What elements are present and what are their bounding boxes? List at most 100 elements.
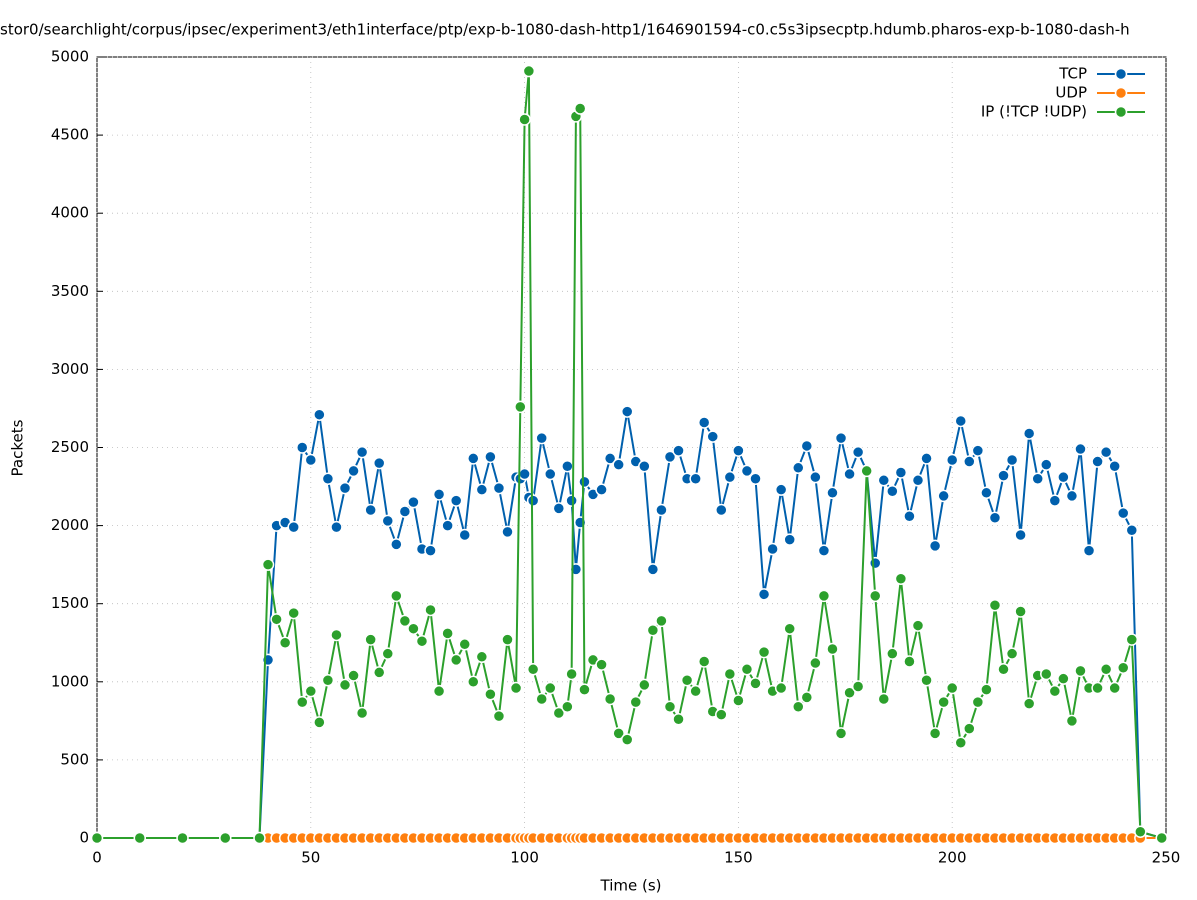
- data-point: [526, 494, 540, 507]
- data-point: [655, 614, 668, 628]
- data-point: [304, 684, 318, 698]
- data-point: [749, 472, 762, 485]
- data-point: [287, 606, 300, 620]
- x-tick-label: 200: [938, 849, 967, 867]
- data-point: [313, 716, 326, 729]
- data-point: [492, 481, 506, 495]
- data-point: [903, 655, 916, 668]
- data-point: [800, 439, 814, 453]
- legend-marker: [1114, 67, 1128, 81]
- data-point: [723, 667, 737, 681]
- data-point: [578, 475, 591, 489]
- data-point: [612, 727, 625, 740]
- data-point: [381, 514, 395, 528]
- data-point: [424, 544, 437, 557]
- data-point: [749, 677, 762, 690]
- data-point: [954, 736, 968, 749]
- data-point: [894, 466, 908, 479]
- data-point: [928, 727, 942, 740]
- data-point: [706, 430, 719, 443]
- data-point: [1040, 458, 1053, 471]
- data-point: [954, 414, 968, 428]
- x-tick-label: 50: [301, 849, 320, 867]
- data-point: [1065, 714, 1079, 728]
- data-point: [287, 520, 300, 534]
- data-point: [740, 464, 754, 478]
- data-point: [561, 459, 574, 473]
- data-point: [612, 458, 625, 471]
- data-point: [475, 650, 489, 664]
- x-tick-label: 0: [92, 849, 102, 867]
- data-point: [997, 469, 1010, 482]
- data-point: [561, 700, 574, 714]
- data-point: [467, 675, 480, 689]
- data-point: [792, 700, 805, 714]
- data-point: [757, 588, 771, 601]
- data-point: [937, 695, 950, 709]
- data-point: [390, 589, 403, 603]
- data-point: [689, 472, 702, 485]
- data-point: [578, 683, 591, 696]
- data-point: [877, 692, 891, 706]
- y-tick-label: 3000: [51, 360, 89, 378]
- data-point: [1057, 672, 1070, 685]
- data-point: [732, 694, 745, 707]
- data-point: [364, 633, 377, 646]
- data-point: [1108, 681, 1121, 695]
- data-point: [963, 455, 976, 468]
- data-point: [372, 666, 386, 679]
- data-point: [518, 113, 531, 126]
- data-point: [407, 495, 420, 509]
- data-point: [903, 509, 916, 523]
- data-point: [1099, 445, 1113, 459]
- data-point: [381, 647, 395, 660]
- data-point: [680, 673, 694, 687]
- data-point: [886, 647, 899, 660]
- data-point: [313, 408, 326, 421]
- data-point: [911, 474, 925, 487]
- data-point: [800, 691, 814, 704]
- data-point: [1022, 427, 1036, 440]
- data-point: [1031, 472, 1044, 485]
- y-axis-label: Packets: [9, 419, 27, 476]
- legend-label: TCP: [1058, 65, 1087, 83]
- data-point: [321, 673, 335, 687]
- data-point: [441, 627, 454, 640]
- data-point: [1014, 528, 1027, 542]
- data-point: [697, 416, 711, 429]
- data-point: [415, 634, 429, 648]
- data-point: [253, 831, 266, 845]
- data-point: [347, 669, 360, 682]
- x-tick-label: 100: [510, 849, 539, 867]
- data-point: [522, 64, 536, 78]
- data-point: [697, 655, 711, 668]
- data-point: [432, 488, 446, 501]
- data-point: [535, 692, 548, 706]
- data-point: [1108, 459, 1121, 473]
- data-point: [1155, 831, 1168, 845]
- data-point: [565, 494, 578, 507]
- data-point: [355, 445, 369, 459]
- legend-marker: [1114, 86, 1128, 100]
- data-point: [732, 444, 745, 457]
- data-point: [407, 622, 420, 635]
- data-point: [817, 589, 831, 603]
- data-point: [920, 452, 933, 465]
- y-tick-label: 4500: [51, 126, 89, 144]
- data-point: [1022, 697, 1036, 710]
- y-tick-label: 2500: [51, 438, 89, 456]
- y-tick-label: 3500: [51, 282, 89, 300]
- data-point: [304, 453, 318, 467]
- data-point: [526, 663, 540, 676]
- data-point: [603, 692, 617, 706]
- data-point: [565, 667, 578, 681]
- data-point: [766, 542, 779, 556]
- data-point: [988, 511, 1002, 525]
- data-point: [338, 678, 352, 692]
- data-point: [544, 681, 557, 695]
- data-point: [1048, 494, 1062, 507]
- data-point: [868, 556, 882, 570]
- data-point: [552, 706, 566, 720]
- data-point: [980, 486, 993, 500]
- data-point: [484, 688, 497, 701]
